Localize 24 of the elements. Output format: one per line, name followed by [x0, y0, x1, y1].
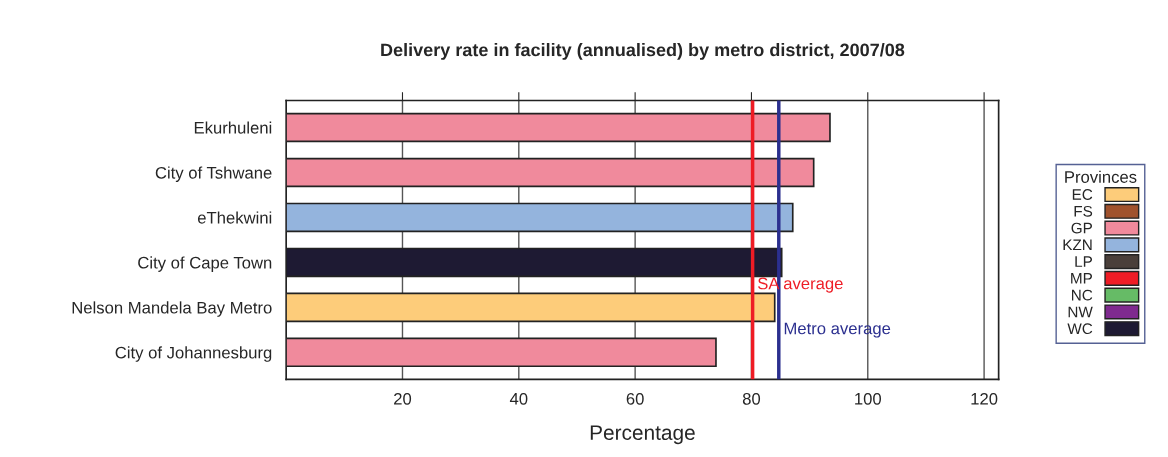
x-tick-label: 80 [742, 392, 761, 405]
legend-label: FS [1074, 205, 1093, 217]
x-tick-label: 40 [509, 392, 528, 405]
y-tick-label: City of Johannesburg [115, 346, 272, 362]
legend-title: Provinces [1065, 170, 1137, 183]
y-tick-label: Nelson Mandela Bay Metro [72, 301, 272, 317]
legend-label: KZN [1063, 239, 1092, 251]
y-tick-label: City of Cape Town [138, 256, 272, 272]
legend-label: MP [1071, 273, 1093, 284]
legend-label: GP [1071, 222, 1093, 234]
x-tick-label: 100 [855, 392, 882, 405]
legend-label: WC [1067, 323, 1093, 335]
y-tick-label: City of Tshwane [155, 166, 272, 182]
x-tick-label: 60 [626, 392, 644, 405]
x-tick-label: 20 [394, 392, 412, 405]
x-axis-title: Percentage [590, 425, 695, 445]
legend-label: EC [1072, 189, 1093, 200]
x-tick-label: 120 [971, 392, 998, 405]
legend-label: NC [1072, 289, 1093, 301]
legend-label: NW [1068, 306, 1093, 318]
chart-title: Delivery rate in facility (annualised) by metro district, 2007/08 [381, 43, 905, 60]
legend-label: LP [1075, 256, 1093, 267]
y-tick-label: Ekurhuleni [194, 121, 272, 134]
y-tick-label: eThekwini [197, 211, 272, 224]
